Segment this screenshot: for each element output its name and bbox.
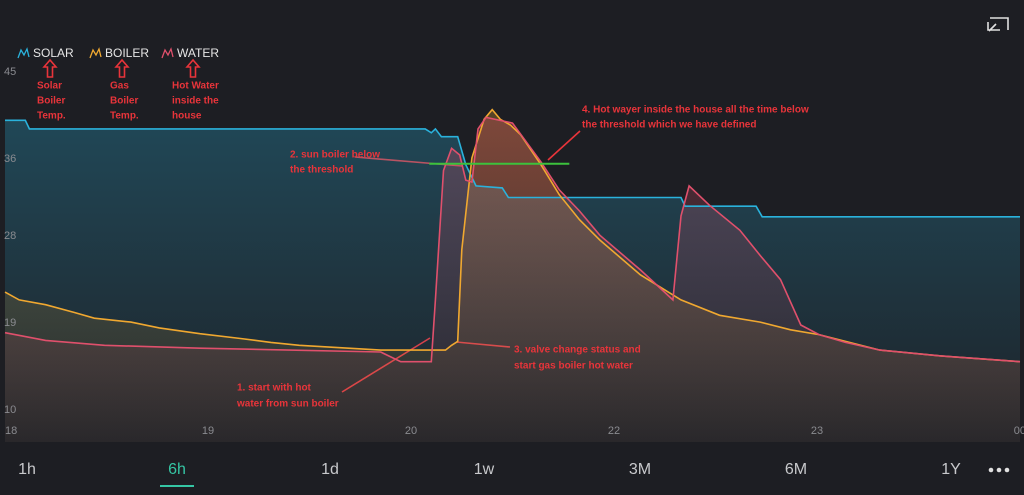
annotation-text: house <box>172 111 202 122</box>
series-area <box>5 117 1020 443</box>
range-button[interactable]: 1Y <box>941 461 961 478</box>
legend-arrows <box>42 58 201 78</box>
x-tick-label: 22 <box>608 425 620 437</box>
x-tick-label: 20 <box>405 425 417 437</box>
annotation-text: start gas boiler hot water <box>514 361 633 372</box>
annotation-text: the threshold which we have defined <box>582 120 756 131</box>
more-menu[interactable] <box>988 467 1010 473</box>
range-button[interactable]: 1h <box>18 461 36 478</box>
legend-label: SOLAR <box>33 46 74 60</box>
annotation-text: 2. sun boiler below <box>290 150 380 161</box>
x-tick-label: 00 <box>1014 425 1024 437</box>
series-line <box>4 116 1021 363</box>
annotation-text: 1. start with hot <box>237 383 312 394</box>
y-tick-label: 36 <box>4 153 16 165</box>
annotation-text: Hot Water <box>172 81 219 92</box>
annotation-text: Temp. <box>37 111 66 122</box>
annotation-text: Gas <box>110 81 129 92</box>
fullscreen-icon[interactable] <box>987 17 1009 32</box>
range-button[interactable]: 1w <box>474 461 495 478</box>
series-line <box>4 108 1021 363</box>
range-button[interactable]: 1d <box>321 461 339 478</box>
legend-label: WATER <box>177 46 219 60</box>
annotation-text: 3. valve change status and <box>514 345 641 356</box>
legend-label: BOILER <box>105 46 149 60</box>
annotation-text: Temp. <box>110 111 139 122</box>
y-tick-label: 28 <box>4 230 16 242</box>
annotation-text: Boiler <box>37 96 65 107</box>
range-button[interactable]: 6M <box>785 461 807 478</box>
annotation-text: inside the <box>172 96 219 107</box>
annotation-text: the threshold <box>290 165 353 176</box>
legend-icon <box>161 47 174 59</box>
x-tick-label: 23 <box>811 425 823 437</box>
legend-icon <box>89 47 102 59</box>
annotation-text: Solar <box>37 81 62 92</box>
range-button[interactable]: 3M <box>629 461 651 478</box>
y-tick-label: 10 <box>4 404 16 416</box>
y-tick-label: 19 <box>4 317 16 329</box>
legend-icon <box>17 47 30 59</box>
x-tick-label: 18 <box>5 425 17 437</box>
range-button[interactable]: 6h <box>168 461 186 478</box>
annotation-text: Boiler <box>110 96 138 107</box>
annotation-text: water from sun boiler <box>236 399 339 410</box>
annotation-text: 4. Hot wayer inside the house all the ti… <box>582 105 809 116</box>
x-tick-label: 19 <box>202 425 214 437</box>
y-tick-label: 45 <box>4 66 16 78</box>
